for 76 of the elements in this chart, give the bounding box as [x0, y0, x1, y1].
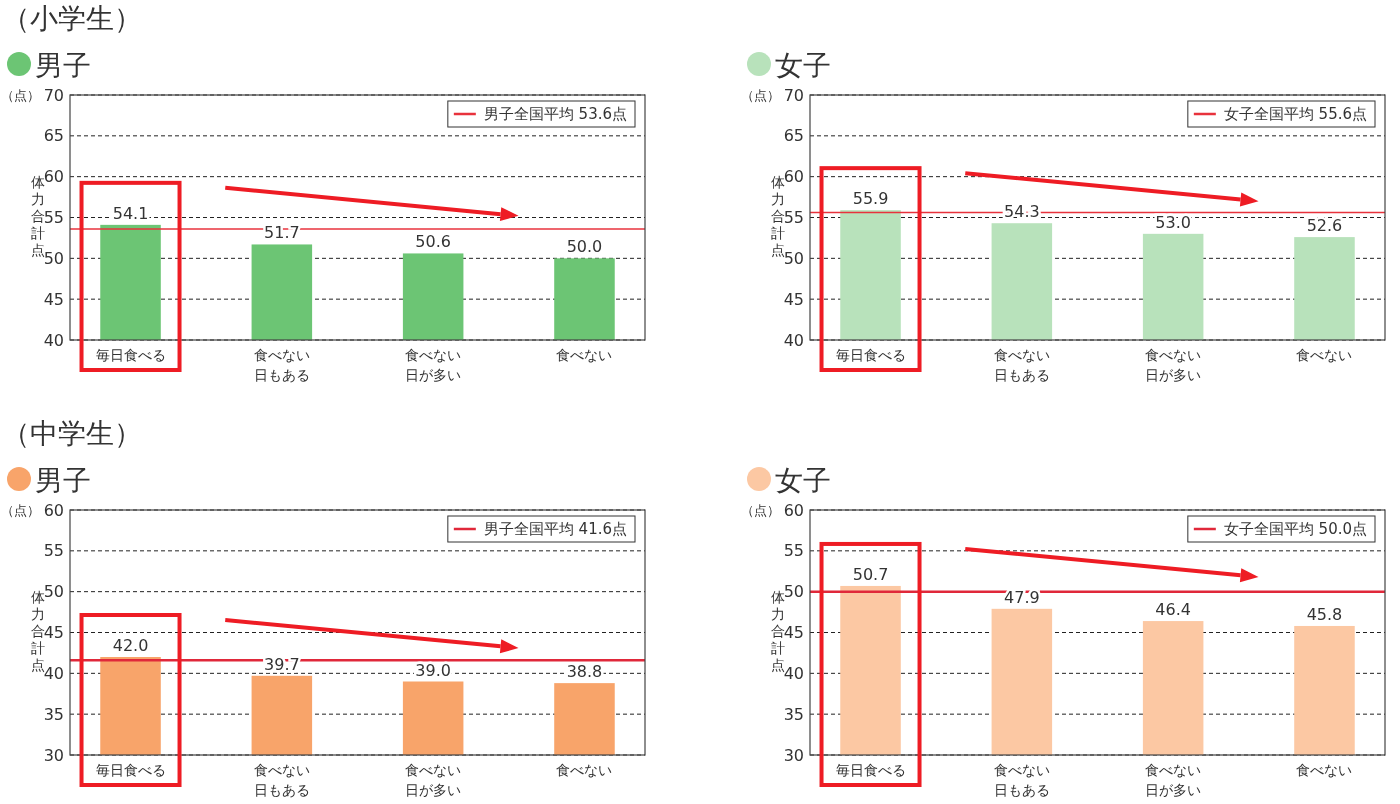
text: （点）	[1, 503, 40, 518]
y-tick-label: 35	[783, 704, 804, 724]
data-label: 54.1	[112, 203, 149, 223]
x-tick-label: 毎日食べる	[95, 762, 166, 778]
y-tick-label: 50	[783, 582, 804, 602]
text: （点）	[741, 88, 780, 103]
y-tick-label: 30	[43, 745, 64, 765]
data-label: 45.8	[1306, 604, 1343, 624]
chart-subtitle: （小学生）	[2, 2, 142, 35]
y-tick-label: 40	[43, 330, 64, 350]
x-tick-label: 食べない日が多い	[405, 347, 462, 383]
y-tick-label: 30	[783, 745, 804, 765]
x-tick-label: 毎日食べる	[835, 762, 906, 778]
y-tick-label: 45	[783, 623, 804, 643]
x-tick-label: 食べない日が多い	[1145, 347, 1202, 383]
y-axis-title: 体力合計点	[771, 589, 785, 673]
x-tick-label: 毎日食べる	[95, 347, 166, 363]
data-label: 47.9	[1004, 587, 1040, 607]
y-tick-label: 45	[783, 289, 804, 309]
data-label: 50.6	[415, 232, 451, 252]
y-tick-label: 50	[43, 248, 64, 268]
x-tick-label: 食べない日もある	[993, 347, 1050, 383]
x-tick-label: 食べない日もある	[253, 762, 310, 798]
data-label: 39.0	[415, 660, 451, 680]
y-tick-label: 60	[783, 500, 804, 520]
y-tick-label: 70	[783, 85, 804, 105]
y-tick-label: 40	[43, 663, 64, 683]
text: （点）	[741, 503, 780, 518]
y-tick-label: 60	[783, 167, 804, 187]
data-label: 50.7	[852, 564, 889, 584]
x-tick-label: 食べない日が多い	[405, 762, 462, 798]
y-tick-label: 50	[43, 582, 64, 602]
y-axis-title: 体力合計点	[31, 174, 45, 258]
y-tick-label: 55	[43, 208, 64, 228]
data-label: 46.4	[1155, 600, 1191, 620]
y-tick-label: 40	[783, 663, 804, 683]
x-tick-label: 食べない日が多い	[1145, 762, 1202, 798]
y-tick-label: 50	[783, 248, 804, 268]
x-tick-label: 毎日食べる	[835, 347, 906, 363]
y-tick-label: 60	[43, 500, 64, 520]
x-tick-label: 食べない	[1296, 347, 1353, 363]
data-label: 50.0	[566, 237, 603, 257]
y-tick-label: 40	[783, 330, 804, 350]
legend-label: 男子全国平均 53.6点	[483, 105, 627, 123]
x-tick-label: 食べない日もある	[993, 762, 1050, 798]
y-tick-label: 55	[783, 541, 804, 561]
chart-subtitle: （中学生）	[2, 417, 142, 450]
data-label: 39.7	[264, 654, 300, 674]
chart-title: 女子	[775, 49, 831, 82]
chart-title: 女子	[775, 464, 831, 497]
y-tick-label: 65	[783, 126, 804, 146]
data-label: 38.8	[566, 662, 603, 682]
y-tick-label: 45	[43, 623, 64, 643]
chart-title: 男子	[35, 464, 91, 497]
legend-label: 女子全国平均 50.0点	[1223, 520, 1367, 538]
y-axis-title: 体力合計点	[771, 174, 785, 258]
data-label: 53.0	[1155, 212, 1191, 232]
chart-title: 男子	[35, 49, 91, 82]
y-tick-label: 70	[43, 85, 64, 105]
y-tick-label: 55	[43, 541, 64, 561]
y-tick-label: 45	[43, 289, 64, 309]
x-tick-label: 食べない	[1296, 762, 1353, 778]
data-label: 42.0	[112, 636, 149, 655]
x-tick-label: 食べない	[556, 347, 613, 363]
y-tick-label: 60	[43, 167, 64, 187]
y-tick-label: 35	[43, 704, 64, 724]
data-label: 52.6	[1306, 216, 1343, 236]
x-tick-label: 食べない	[556, 762, 613, 778]
y-tick-label: 65	[43, 126, 64, 146]
legend-label: 男子全国平均 41.6点	[483, 520, 627, 538]
x-tick-label: 食べない日もある	[253, 347, 310, 383]
y-tick-label: 55	[783, 208, 804, 228]
legend-label: 女子全国平均 55.6点	[1223, 105, 1367, 123]
data-label: 55.9	[852, 189, 889, 209]
y-axis-title: 体力合計点	[31, 589, 45, 673]
text: （点）	[1, 88, 40, 103]
